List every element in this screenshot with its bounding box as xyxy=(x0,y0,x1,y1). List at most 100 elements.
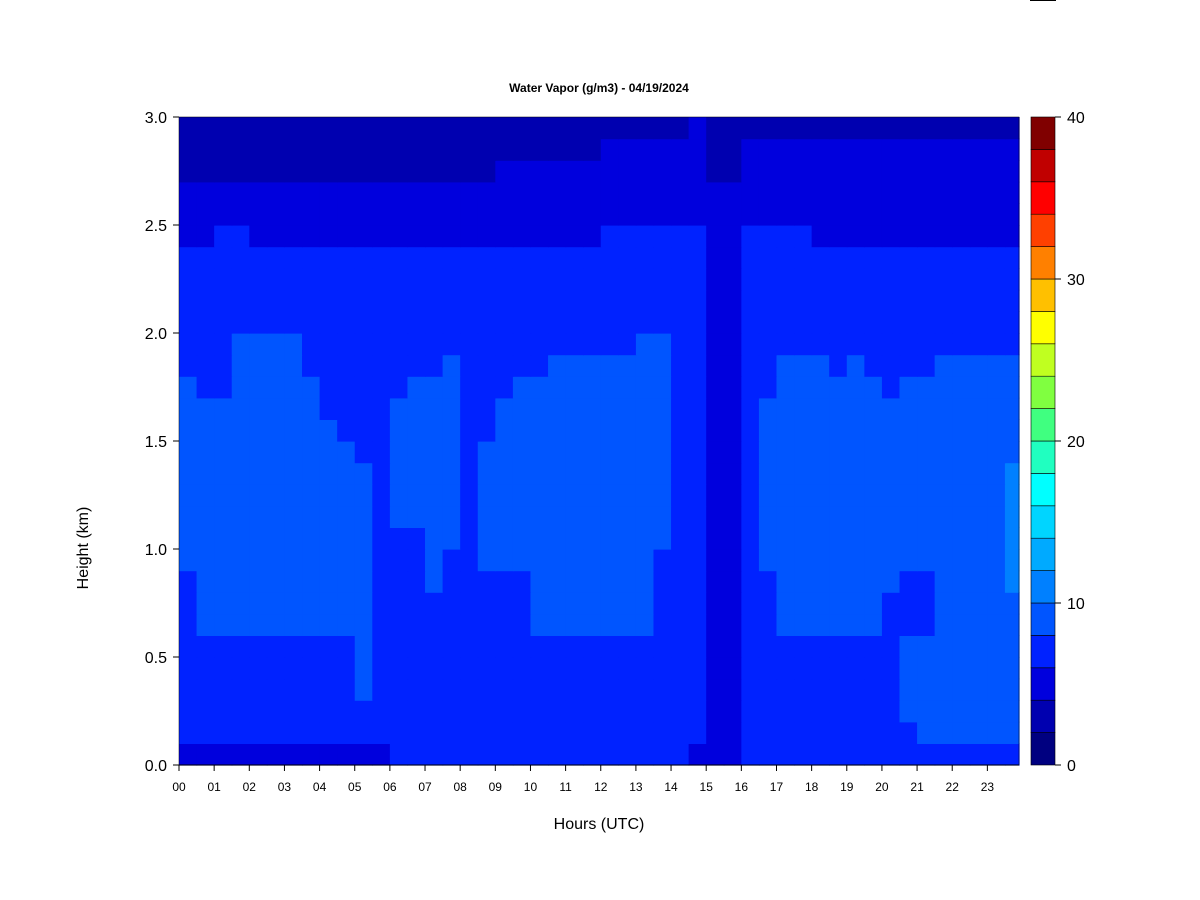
heatmap-cell xyxy=(389,160,409,183)
heatmap-cell xyxy=(337,268,356,291)
heatmap-cell xyxy=(179,484,198,507)
heatmap-cell xyxy=(934,138,953,161)
heatmap-cell xyxy=(372,376,391,399)
heatmap-cell xyxy=(1004,700,1020,723)
heatmap-cell xyxy=(846,268,865,291)
heatmap-cell xyxy=(952,743,971,766)
y-tick-label: 1.0 xyxy=(145,542,167,559)
heatmap-cell xyxy=(284,397,303,420)
heatmap-cell xyxy=(917,462,936,485)
heatmap-cell xyxy=(794,333,813,356)
heatmap-cell xyxy=(583,484,602,507)
heatmap-cell xyxy=(618,743,637,766)
heatmap-cell xyxy=(512,721,532,744)
heatmap-cell xyxy=(196,225,215,248)
heatmap-cell xyxy=(354,678,373,701)
heatmap-cell xyxy=(548,505,567,528)
x-tick-label: 01 xyxy=(207,780,221,794)
heatmap-cell xyxy=(653,354,672,377)
heatmap-cell xyxy=(741,333,760,356)
heatmap-cell xyxy=(266,613,286,636)
heatmap-cell xyxy=(811,505,830,528)
heatmap-cell xyxy=(952,441,971,464)
heatmap-cell xyxy=(811,311,830,334)
heatmap-cell xyxy=(864,678,883,701)
heatmap-cell xyxy=(688,181,707,204)
heatmap-cell xyxy=(530,354,549,377)
heatmap-cell xyxy=(214,138,233,161)
heatmap-cell xyxy=(952,203,971,226)
heatmap-cell xyxy=(302,462,321,485)
heatmap-cell xyxy=(741,311,760,334)
heatmap-cell xyxy=(934,289,953,312)
heatmap-cell xyxy=(337,700,356,723)
heatmap-cell xyxy=(565,462,584,485)
heatmap-cell xyxy=(618,354,637,377)
heatmap-cell xyxy=(987,462,1006,485)
heatmap-cell xyxy=(442,721,461,744)
heatmap-cell xyxy=(354,743,373,766)
heatmap-cell xyxy=(653,138,672,161)
heatmap-cell xyxy=(284,721,303,744)
heatmap-cell xyxy=(811,376,830,399)
heatmap-cell xyxy=(653,311,672,334)
heatmap-cell xyxy=(671,505,690,528)
heatmap-cell xyxy=(618,441,637,464)
heatmap-cell xyxy=(987,311,1006,334)
heatmap-cell xyxy=(407,657,426,680)
heatmap-cell xyxy=(899,743,918,766)
x-tick-label: 10 xyxy=(524,780,538,794)
heatmap-cell xyxy=(231,289,250,312)
heatmap-cell xyxy=(179,441,198,464)
heatmap-cell xyxy=(741,203,760,226)
heatmap-cell xyxy=(864,117,883,140)
x-tick-label: 20 xyxy=(875,780,889,794)
heatmap-cell xyxy=(565,246,584,269)
heatmap-cell xyxy=(319,657,338,680)
heatmap-cell xyxy=(881,311,901,334)
heatmap-cell xyxy=(179,700,198,723)
heatmap-cell xyxy=(460,570,479,593)
heatmap-cell xyxy=(302,397,321,420)
heatmap-cell xyxy=(442,505,461,528)
heatmap-cell xyxy=(600,484,619,507)
x-tick-label: 19 xyxy=(840,780,854,794)
heatmap-cell xyxy=(794,441,813,464)
heatmap-cell xyxy=(934,117,953,140)
heatmap-cell xyxy=(706,246,725,269)
heatmap-cell xyxy=(811,441,830,464)
heatmap-cell xyxy=(407,138,426,161)
heatmap-plot-area xyxy=(179,117,1020,766)
heatmap-cell xyxy=(196,570,215,593)
heatmap-cell xyxy=(741,419,760,442)
heatmap-cell xyxy=(302,333,321,356)
heatmap-cell xyxy=(600,311,619,334)
heatmap-cell xyxy=(1004,419,1020,442)
heatmap-cell xyxy=(899,289,918,312)
heatmap-cell xyxy=(460,419,479,442)
heatmap-cell xyxy=(477,138,496,161)
heatmap-cell xyxy=(302,657,321,680)
heatmap-cell xyxy=(881,203,901,226)
heatmap-cell xyxy=(354,354,373,377)
heatmap-cell xyxy=(354,268,373,291)
heatmap-cell xyxy=(214,160,233,183)
heatmap-cell xyxy=(179,376,198,399)
heatmap-cell xyxy=(442,441,461,464)
heatmap-cell xyxy=(249,635,268,658)
heatmap-cell xyxy=(302,246,321,269)
heatmap-cell xyxy=(635,570,655,593)
colorbar-swatch xyxy=(1030,699,1056,733)
heatmap-cell xyxy=(495,635,514,658)
heatmap-cell xyxy=(548,181,567,204)
heatmap-cell xyxy=(442,635,461,658)
heatmap-cell xyxy=(600,700,619,723)
heatmap-cell xyxy=(776,549,795,572)
x-tick-label: 04 xyxy=(313,780,327,794)
heatmap-cell xyxy=(688,333,707,356)
heatmap-cell xyxy=(688,311,707,334)
heatmap-cell xyxy=(741,376,760,399)
heatmap-cell xyxy=(741,160,760,183)
heatmap-cell xyxy=(600,743,619,766)
heatmap-cell xyxy=(389,592,409,615)
